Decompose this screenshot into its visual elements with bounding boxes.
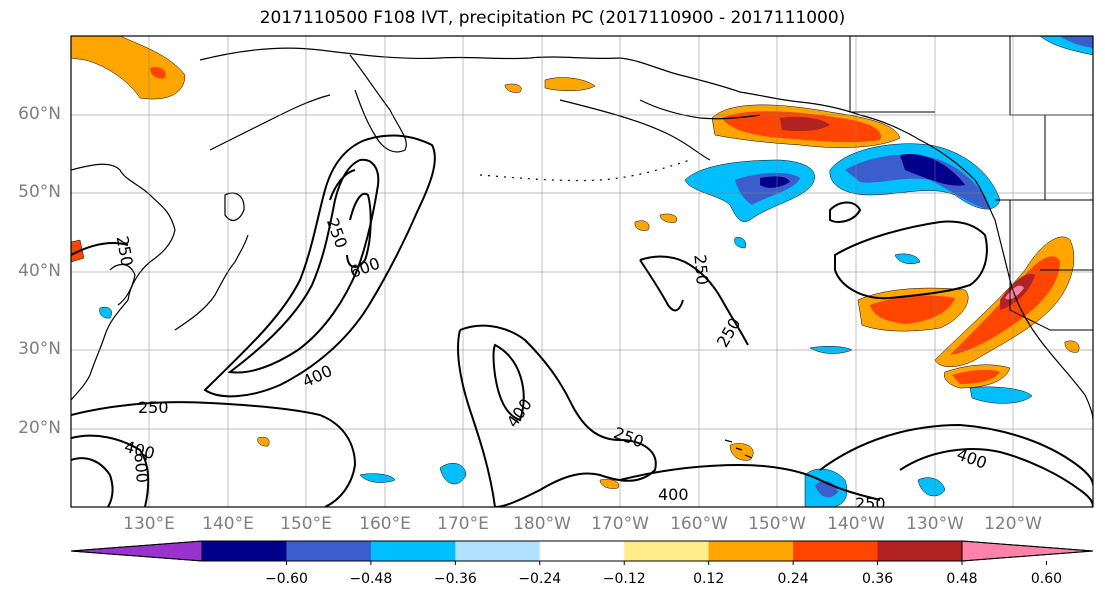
colorbar-box [286,541,372,561]
lon-label: 180°W [513,514,571,534]
map-frame [70,35,1094,508]
lon-label: 160°W [670,514,728,534]
contour-label: 250 [138,398,169,417]
contour-label: 250 [855,494,886,513]
colorbar-extend-low [70,540,203,562]
colorbar-box [202,541,287,561]
colorbar-extend-high [961,540,1094,562]
colorbar-tick-label: 0.24 [777,571,809,587]
lon-label: 130°W [906,514,964,534]
lon-label: 120°W [984,514,1042,534]
colorbar-tick-label: 0.60 [1030,571,1063,587]
colorbar-tick-label: −0.60 [264,571,308,587]
colorbar-tick-label: 0.36 [861,571,894,587]
colorbar-tick-label: −0.12 [602,571,646,587]
lon-label: 140°E [202,514,254,534]
colorbar-box [539,541,625,561]
colorbar-box [708,541,794,561]
colorbar-tick-label: 0.12 [693,571,725,587]
colorbar-tick-label: −0.24 [518,571,562,587]
contour-label: 250 [690,254,712,286]
contour-label: 400 [658,485,689,504]
lon-label: 150°E [280,514,332,534]
colorbar-box [455,541,541,561]
colorbar-tick-label: −0.48 [349,571,393,587]
lon-label: 160°E [359,514,411,534]
lat-label: 50°N [18,182,61,202]
colorbar-box [624,541,710,561]
ivt-contours [71,134,1093,507]
lon-label: 140°W [827,514,885,534]
lat-label: 60°N [18,104,61,124]
map-title: 2017110500 F108 IVT, precipitation PC (2… [259,8,846,28]
colorbar-box [877,541,963,561]
lon-label: 130°E [123,514,175,534]
lon-label: 150°W [748,514,806,534]
lat-label: 40°N [18,261,61,281]
contour-label: 600 [130,452,152,484]
colorbar-tick-label: −0.36 [433,571,477,587]
lat-label: 30°N [18,339,61,359]
lon-label: 170°W [591,514,649,534]
lon-label: 170°E [437,514,489,534]
colorbar-box [370,541,456,561]
colorbar-box [793,541,879,561]
colorbar-tick-label: 0.48 [946,571,978,587]
lat-label: 20°N [18,418,61,438]
